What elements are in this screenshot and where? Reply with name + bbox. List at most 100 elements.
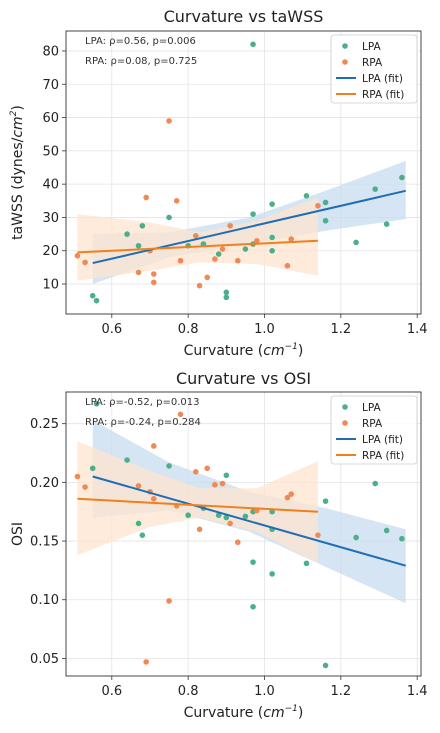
legend-marker — [342, 420, 348, 426]
data-point — [372, 186, 378, 192]
data-point — [234, 257, 241, 264]
plot-frame — [65, 30, 422, 315]
data-point — [223, 294, 230, 301]
plot-frame — [65, 391, 422, 677]
data-point — [303, 560, 310, 567]
data-point — [254, 237, 260, 244]
y-tick-label: 0.20 — [30, 476, 59, 491]
data-point — [196, 282, 203, 289]
legend-label: RPA (fit) — [362, 89, 404, 101]
x-tick-label: 1.4 — [407, 322, 428, 337]
data-point — [250, 603, 256, 610]
legend-marker — [342, 43, 348, 49]
data-point — [185, 512, 191, 519]
data-point — [223, 472, 230, 479]
x-axis-label: Curvature (cm−1) — [184, 342, 304, 359]
x-tick-label: 0.8 — [178, 684, 199, 699]
legend-box — [330, 34, 418, 104]
legend-label: LPA (fit) — [362, 73, 403, 85]
series-rpa-points — [74, 118, 321, 289]
data-point — [219, 246, 226, 252]
legend-marker — [342, 59, 348, 65]
data-point — [322, 199, 329, 206]
data-point — [284, 262, 291, 269]
data-point — [139, 222, 146, 229]
data-point — [74, 473, 81, 480]
y-tick-label: 70 — [42, 78, 59, 93]
data-point — [353, 534, 359, 541]
y-axis-label-exp: 2 — [9, 110, 19, 116]
x-axis-label-close: ) — [298, 705, 303, 721]
data-point — [269, 234, 275, 241]
y-tick-label: 20 — [42, 244, 59, 259]
data-point — [399, 174, 405, 181]
series-lpa-points — [89, 400, 405, 669]
data-point — [227, 520, 233, 527]
y-tick-label: 40 — [42, 178, 59, 193]
data-point — [234, 539, 241, 546]
data-point — [89, 292, 96, 299]
data-point — [143, 659, 149, 665]
data-point — [212, 481, 218, 488]
data-point — [284, 494, 291, 501]
x-tick-label: 0.6 — [101, 684, 122, 699]
fit-line-2 — [92, 189, 406, 265]
x-axis-label: Curvature (cm−1) — [184, 704, 304, 721]
data-point — [166, 463, 172, 469]
y-tick-label: 0.25 — [30, 417, 59, 432]
data-point — [303, 193, 310, 199]
y-tick-label: 10 — [42, 278, 59, 293]
fit-line-2 — [92, 475, 407, 567]
data-point — [166, 598, 172, 604]
data-point — [150, 443, 157, 449]
legend-box — [330, 395, 418, 465]
data-point — [150, 271, 157, 277]
y-axis-label-text: OSI — [10, 522, 26, 546]
data-point — [166, 214, 172, 221]
data-point — [223, 514, 230, 521]
data-point — [196, 526, 203, 533]
data-point — [204, 274, 211, 281]
data-point — [288, 236, 295, 242]
x-tick-label: 1.2 — [330, 684, 351, 699]
legend: LPA RPA LPA (fit) RPA (fit) — [330, 395, 418, 465]
x-tick-label: 0.8 — [178, 322, 199, 337]
data-point — [215, 251, 222, 257]
data-point — [269, 247, 275, 254]
data-point — [135, 483, 142, 489]
legend-marker — [342, 404, 348, 410]
y-axis-label: taWSS (dynes/cm2) — [9, 105, 26, 240]
data-point — [74, 252, 81, 259]
x-axis-label-unit: cm — [263, 343, 284, 359]
data-point — [269, 571, 275, 577]
data-point — [219, 480, 226, 487]
data-point — [399, 535, 405, 542]
x-tick-label: 1.0 — [254, 684, 275, 699]
fit-line-3 — [77, 239, 318, 254]
y-axis-label: OSI — [10, 522, 26, 546]
data-point — [143, 194, 149, 201]
x-axis-label-unit: cm — [263, 705, 284, 721]
data-point — [93, 400, 100, 407]
data-point — [315, 532, 321, 538]
data-point — [250, 211, 256, 217]
data-point — [212, 256, 218, 262]
tawss-chart: 0.6 0.8 1.0 1.2 1.4 10 20 30 40 50 60 70 80 Curvature… — [9, 7, 428, 359]
y-axis-label-close: ) — [10, 105, 26, 110]
data-point — [204, 465, 211, 472]
data-point — [269, 201, 275, 207]
x-axis-label-text: Curvature ( — [184, 705, 264, 721]
legend-label: RPA — [362, 418, 383, 430]
legend-label: RPA (fit) — [362, 450, 404, 462]
data-point — [242, 246, 249, 252]
data-point — [124, 231, 130, 237]
legend-label: LPA — [362, 41, 382, 53]
osi-chart: 0.6 0.8 1.0 1.2 1.4 0.05 0.10 0.15 0.20 0.25 Curva… — [10, 369, 428, 721]
data-point — [135, 269, 142, 276]
x-axis-label-exp: −1 — [285, 342, 298, 352]
data-point — [124, 457, 130, 463]
legend-label: LPA (fit) — [362, 434, 403, 446]
fit-line-3 — [77, 497, 318, 513]
data-point — [315, 202, 321, 209]
